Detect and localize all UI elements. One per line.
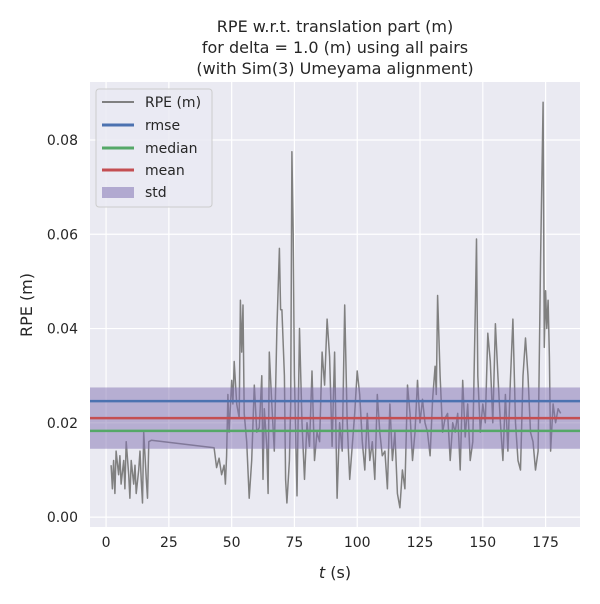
legend-label-mean: mean xyxy=(145,163,185,179)
legend-box xyxy=(95,88,213,208)
legend-swatch-std xyxy=(102,187,134,198)
legend-label-std: std xyxy=(145,185,167,201)
legend-label-rmse: rmse xyxy=(145,118,180,134)
x-axis-label-unit: (s) xyxy=(325,563,351,582)
x-tick-label: 25 xyxy=(160,535,178,551)
y-tick-label: 0.08 xyxy=(47,133,78,149)
x-axis-label-var: t xyxy=(319,563,326,582)
chart-title-line-3: (with Sim(3) Umeyama alignment) xyxy=(196,59,473,78)
tick-labels: 0 25 50 75 100 125 150 175 0.00 0.02 0.04 0.06 0.08 xyxy=(47,133,559,551)
chart-title-line-1: RPE w.r.t. translation part (m) xyxy=(217,17,453,36)
legend-label-rpe: RPE (m) xyxy=(145,95,201,111)
chart-title-line-2: for delta = 1.0 (m) using all pairs xyxy=(202,38,468,57)
x-tick-label: 125 xyxy=(407,535,434,551)
y-axis-label: RPE (m) xyxy=(17,273,36,337)
legend-label-median: median xyxy=(145,141,197,157)
x-axis-label: t (s) xyxy=(319,563,351,582)
x-tick-label: 0 xyxy=(102,535,111,551)
x-tick-label: 175 xyxy=(532,535,559,551)
y-tick-label: 0.06 xyxy=(47,227,78,243)
x-tick-label: 50 xyxy=(223,535,241,551)
x-tick-label: 75 xyxy=(286,535,304,551)
x-tick-label: 150 xyxy=(469,535,496,551)
x-tick-label: 100 xyxy=(344,535,371,551)
y-tick-label: 0.00 xyxy=(47,510,78,526)
legend: RPE (m) rmse median mean std xyxy=(95,88,213,208)
y-tick-label: 0.02 xyxy=(47,416,78,432)
y-tick-label: 0.04 xyxy=(47,322,78,338)
stat-lines xyxy=(90,387,580,449)
